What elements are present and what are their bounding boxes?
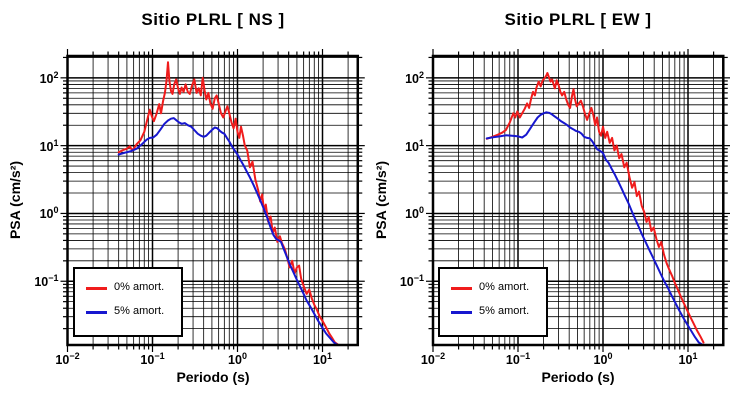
curve-0pct-amort: [117, 61, 339, 345]
legend-label: 0% amort.: [479, 281, 530, 293]
plot-ew-legend: 0% amort. 5% amort.: [438, 267, 548, 337]
gridlines: [67, 56, 358, 345]
plot-ew-xaxis-label: Periodo (s): [541, 369, 615, 385]
legend-entry: 5% amort.: [440, 305, 546, 319]
legend-label: 0% amort.: [114, 281, 165, 293]
curve-5pct-amort: [485, 111, 704, 345]
legend-label: 5% amort.: [479, 305, 530, 317]
plot-frame: [66, 54, 360, 347]
plot-ns: [60, 49, 365, 352]
y-tick-label: 100: [39, 205, 59, 222]
plot-frame: [431, 54, 725, 347]
legend-entry: 0% amort.: [440, 281, 546, 295]
legend-line-0pct: [86, 287, 107, 290]
legend-entry: 5% amort.: [75, 305, 181, 319]
x-tick-label: 101: [678, 351, 698, 368]
x-tick-label: 100: [593, 351, 613, 368]
legend-entry: 0% amort.: [75, 281, 181, 295]
x-tick-label: 100: [228, 351, 247, 368]
legend-label: 5% amort.: [114, 305, 165, 317]
curves: [117, 61, 339, 345]
y-tick-label: 100: [405, 205, 424, 222]
plot-ns-title: Sitio PLRL [ NS ]: [141, 10, 285, 29]
x-tick-label: 10−2: [55, 351, 80, 368]
plot-ns-legend: 0% amort. 5% amort.: [73, 267, 183, 337]
y-tick-label: 102: [39, 69, 59, 86]
legend-line-5pct: [86, 311, 107, 314]
plot-ew-yaxis-label: PSA (cm/s²): [373, 160, 389, 240]
curve-5pct-amort: [117, 117, 339, 345]
legend-line-0pct: [451, 287, 472, 290]
gridlines: [433, 56, 724, 345]
y-tick-label: 10−1: [399, 273, 424, 290]
plot-ns-yaxis-label: PSA (cm/s²): [7, 160, 23, 240]
plot-ns-xaxis-label: Periodo (s): [176, 369, 250, 385]
plot-ew-title: Sitio PLRL [ EW ]: [504, 10, 652, 29]
y-tick-label: 101: [405, 137, 424, 154]
legend-line-5pct: [451, 311, 472, 314]
x-tick-label: 101: [313, 351, 332, 368]
x-tick-label: 10−1: [505, 351, 531, 368]
x-tick-label: 10−1: [140, 351, 165, 368]
y-tick-label: 101: [39, 137, 59, 154]
curve-0pct-amort: [485, 72, 705, 344]
y-tick-label: 10−1: [34, 273, 59, 290]
x-tick-label: 10−2: [420, 351, 446, 368]
plot-ew: [426, 49, 730, 352]
curves: [485, 72, 705, 345]
y-tick-label: 102: [405, 69, 424, 86]
